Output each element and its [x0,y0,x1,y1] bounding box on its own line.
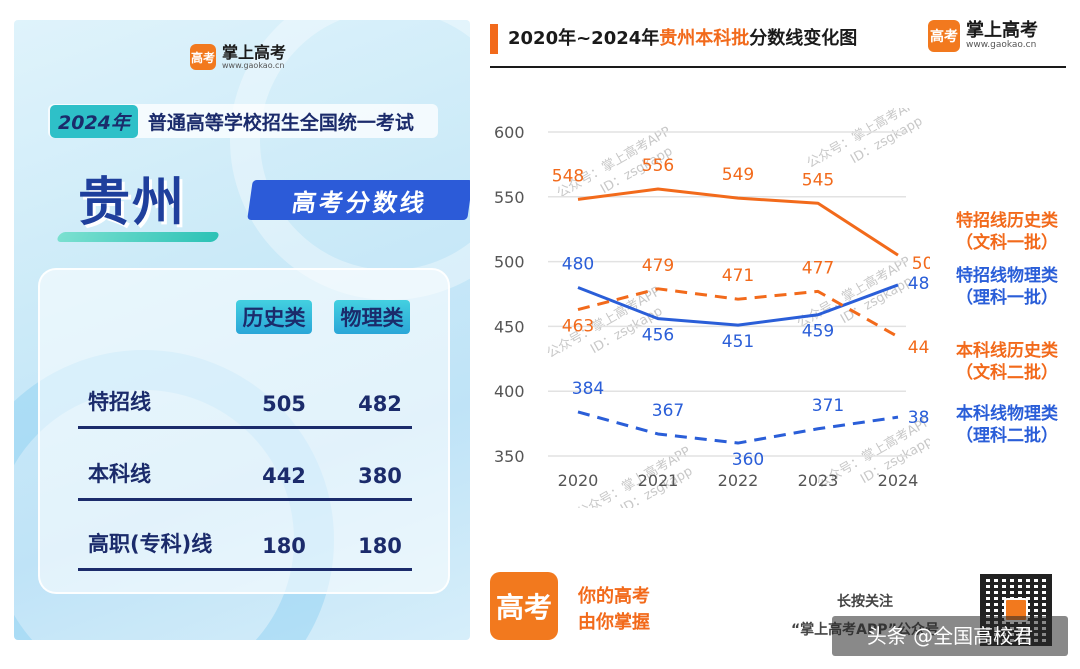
data-label: 548 [552,166,584,186]
y-tick-label: 400 [494,382,525,401]
column-header-history: 历史类 [236,300,312,334]
legend-name: 特招线历史类 [956,211,1058,231]
y-tick-label: 450 [494,317,525,336]
data-label: 442 [908,338,930,358]
brand-logo: 高考 掌上高考 www.gaokao.cn [928,20,1038,52]
data-label: 545 [802,170,834,190]
row-value-physics: 180 [358,534,402,558]
brand-name: 掌上高考 [966,20,1038,42]
brand-logo: 高考 掌上高考 www.gaokao.cn [190,43,287,71]
exam-year: 2024年 [50,104,138,138]
y-tick-label: 550 [494,188,525,207]
series-line [577,287,899,339]
gaokao-logo-icon: 高考 [928,20,960,52]
x-tick-label: 2020 [558,471,599,490]
data-label: 477 [802,258,834,278]
x-tick-label: 2023 [798,471,839,490]
data-label: 451 [722,332,754,352]
data-label: 463 [562,317,594,337]
series-layer [577,187,899,445]
legend-sub: （理科一批） [956,288,1058,308]
legend-physics-special: 特招线物理类 （理科一批） [956,265,1058,309]
data-label: 471 [722,266,754,286]
data-label: 479 [642,256,674,276]
legend-name: 本科线物理类 [956,404,1058,424]
x-tick-label: 2021 [638,471,679,490]
data-label: 459 [802,322,834,342]
follow-line-1: 长按关注 [837,594,893,610]
legend-sub: （文科一批） [956,233,1058,253]
row-label: 特招线 [88,390,151,414]
data-label: 367 [652,401,684,421]
data-label: 480 [562,255,594,275]
gaokao-logo-icon: 高考 [190,44,216,71]
label-layer: 548 556 549 545 505 480 456 451 459 482 463 479 471 4… [552,156,930,470]
row-value-history: 505 [262,392,306,416]
legend-name: 本科线历史类 [956,341,1058,361]
data-label: 556 [642,156,674,176]
legend-history-undergrad: 本科线历史类 （文科二批） [956,340,1058,384]
header-divider [490,66,1066,68]
row-value-history: 180 [262,534,306,558]
exam-title: 普通高等学校招生全国统一考试 [147,111,414,134]
title-years: 2020年~2024年 [508,28,660,49]
series-line [577,187,899,257]
title-highlight: 贵州本科批 [659,28,750,49]
table-row: 本科线 442 380 [78,428,412,501]
gaokao-app-icon: 高考 [490,572,558,640]
slogan: 你的高考 由你掌握 [578,584,650,636]
data-label: 380 [908,408,930,428]
row-label: 本科线 [88,462,151,486]
data-label: 456 [642,326,674,346]
x-tick-label: 2024 [878,471,919,490]
row-value-physics: 380 [358,464,402,488]
legend-history-special: 特招线历史类 （文科一批） [956,210,1058,254]
data-label: 505 [912,254,930,274]
y-tick-label: 600 [494,123,525,142]
brand-url: www.gaokao.cn [966,39,1037,50]
slogan-line-1: 你的高考 [578,586,650,607]
data-label: 482 [908,274,930,294]
table-row: 特招线 505 482 [78,356,412,429]
legend-physics-undergrad: 本科线物理类 （理科二批） [956,403,1058,447]
score-table: 历史类 物理类 特招线 505 482 本科线 442 380 高职(专科)线 … [38,268,450,594]
province-title: 贵州 [78,173,187,233]
slogan-line-2: 由你掌握 [578,612,650,633]
column-header-physics: 物理类 [334,300,410,334]
legend-sub: （文科二批） [956,363,1058,383]
series-line [577,283,899,327]
row-value-history: 442 [262,464,306,488]
title-suffix: 分数线变化图 [749,28,858,49]
title-accent-bar [490,24,498,54]
data-label: 371 [812,396,844,416]
exam-banner: 2024年 普通高等学校招生全国统一考试 [48,104,438,138]
x-tick-label: 2022 [718,471,759,490]
y-tick-label: 350 [494,447,525,466]
brand-url: www.gaokao.cn [222,60,285,70]
table-row: 高职(专科)线 180 180 [78,498,412,571]
score-line-badge: 高考分数线 [247,180,470,220]
source-watermark: 头条 @全国高校君 [832,616,1068,656]
row-value-physics: 482 [358,392,402,416]
chart-title: 2020年~2024年贵州本科批分数线变化图 [508,24,857,54]
legend-name: 特招线物理类 [956,266,1058,286]
poster-panel: 高考 掌上高考 www.gaokao.cn 2024年 普通高等学校招生全国统一… [14,20,470,640]
legend-sub: （理科二批） [956,426,1058,446]
y-tick-label: 500 [494,253,525,272]
data-label: 549 [722,165,754,185]
data-label: 360 [732,450,764,470]
data-label: 384 [572,379,604,399]
series-line [577,410,899,445]
brand-name: 掌上高考 [222,43,287,62]
row-label: 高职(专科)线 [88,532,213,556]
